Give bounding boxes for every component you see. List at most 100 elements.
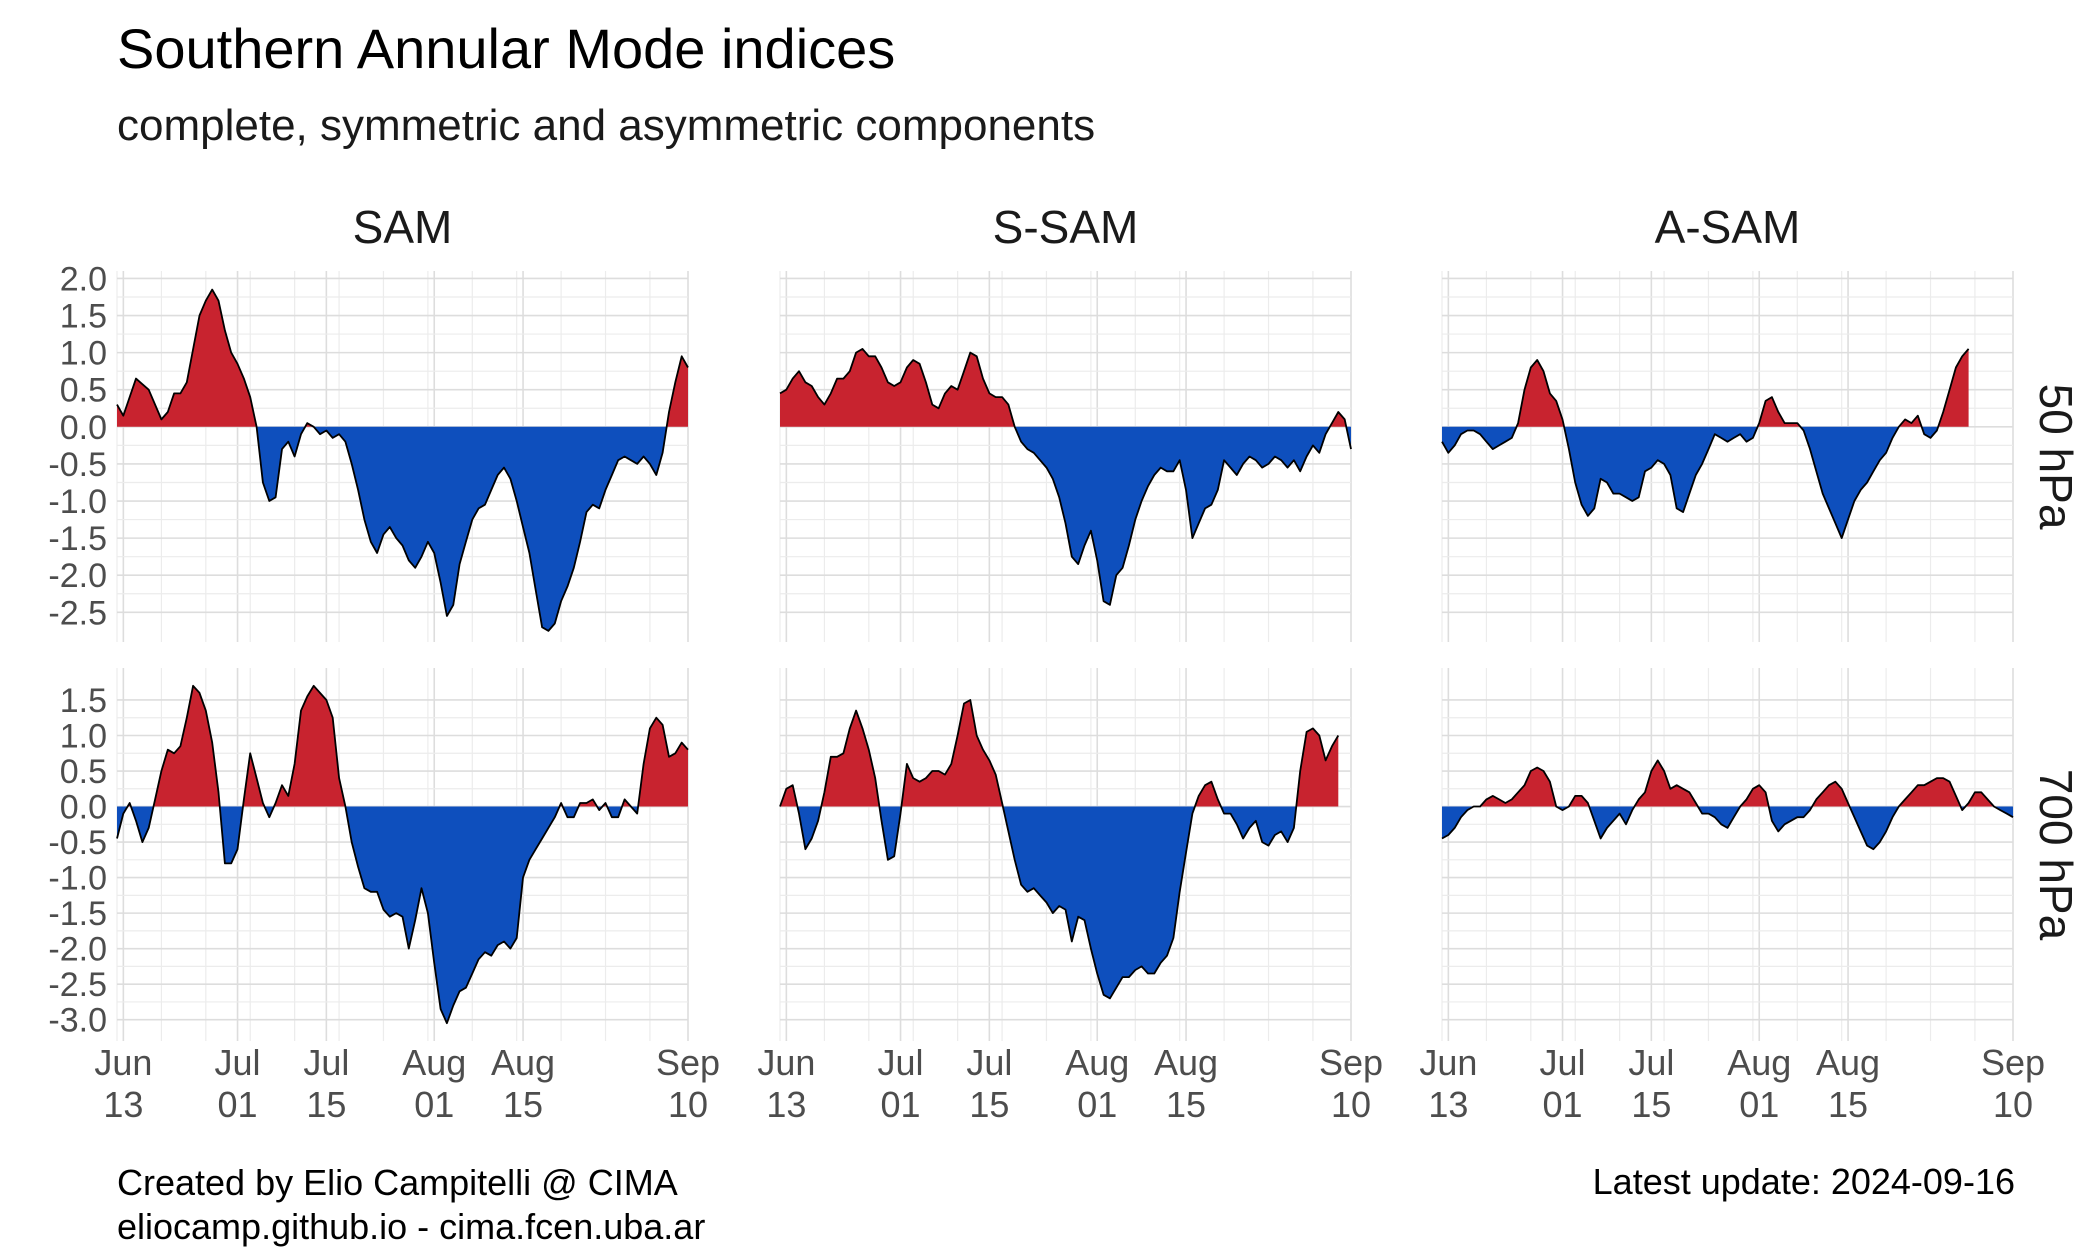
x-tick-label-month: Sep: [1981, 1042, 2045, 1083]
x-tick-label: Jun 13: [1419, 1042, 1477, 1125]
x-tick-label: Jun 13: [94, 1042, 152, 1125]
x-tick-label: Sep 10: [656, 1042, 720, 1125]
x-tick-label-month: Jun: [1419, 1042, 1477, 1083]
x-tick-label-day: 01: [881, 1084, 921, 1125]
caption-latest-update: Latest update: 2024-09-16: [1592, 1161, 2015, 1202]
positive-area: [780, 700, 1339, 807]
x-tick-label-day: 15: [969, 1084, 1009, 1125]
x-tick-label-month: Jul: [1540, 1042, 1586, 1083]
negative-area: [780, 426, 1351, 605]
facet-label-a-sam: A-SAM: [1655, 201, 1801, 253]
x-tick-label: Jul 15: [303, 1042, 349, 1125]
y-tick-label: -1.5: [48, 520, 107, 558]
negative-area: [1442, 426, 1969, 539]
positive-area: [117, 289, 688, 427]
y-tick-label: 0.5: [60, 753, 107, 791]
x-tick-label-day: 01: [1077, 1084, 1117, 1125]
negative-area: [117, 806, 688, 1024]
x-tick-label: Jul 01: [215, 1042, 261, 1125]
x-tick-label-month: Jun: [94, 1042, 152, 1083]
x-tick-label: Jul 01: [1540, 1042, 1586, 1125]
series-line: [116, 684, 689, 1025]
x-tick-label-day: 10: [668, 1084, 708, 1125]
x-tick-label: Aug 01: [402, 1042, 466, 1125]
x-tick-label-day: 10: [1331, 1084, 1371, 1125]
x-tick-label-day: 15: [1166, 1084, 1206, 1125]
x-tick-label-month: Jul: [215, 1042, 261, 1083]
x-tick-label: Jul 15: [1628, 1042, 1674, 1125]
x-tick-label: Jul 15: [966, 1042, 1012, 1125]
positive-area: [780, 348, 1351, 427]
x-tick-label-month: Jul: [303, 1042, 349, 1083]
caption-credits: Created by Elio Campitelli @ CIMA elioca…: [117, 1161, 705, 1249]
y-tick-label: -1.5: [48, 895, 107, 933]
y-tick-label: 1.0: [60, 335, 107, 373]
x-tick-label-month: Jun: [757, 1042, 815, 1083]
x-tick-label-day: 01: [1739, 1084, 1779, 1125]
x-tick-label-day: 15: [1828, 1084, 1868, 1125]
x-tick-label-day: 13: [103, 1084, 143, 1125]
panel-sam-50-hpa: 2.01.51.00.50.0-0.5-1.0-1.5-2.0-2.5: [48, 260, 689, 642]
x-tick-label-day: 01: [1543, 1084, 1583, 1125]
x-tick-label-day: 15: [503, 1084, 543, 1125]
y-tick-label: 2.0: [60, 260, 107, 298]
x-tick-label-month: Aug: [1154, 1042, 1218, 1083]
negative-area: [780, 806, 1339, 999]
facet-label-s-sam: S-SAM: [993, 201, 1139, 253]
x-tick-label-day: 01: [218, 1084, 258, 1125]
panel-a-sam-50-hpa: [1441, 271, 2014, 642]
x-tick-label-day: 13: [1428, 1084, 1468, 1125]
x-tick-label-month: Aug: [402, 1042, 466, 1083]
x-tick-label-month: Aug: [1065, 1042, 1129, 1083]
x-tick-label-month: Aug: [491, 1042, 555, 1083]
y-tick-label: -0.5: [48, 446, 107, 484]
chart-title: Southern Annular Mode indices: [117, 17, 896, 80]
y-tick-label: 1.5: [60, 682, 107, 720]
y-tick-label: 0.0: [60, 409, 107, 447]
x-tick-label: Jun 13: [757, 1042, 815, 1125]
series-line: [1441, 759, 2014, 851]
x-tick-label-month: Jul: [966, 1042, 1012, 1083]
series-line: [116, 288, 689, 632]
series-line: [779, 699, 1340, 1000]
x-tick-label-month: Jul: [1628, 1042, 1674, 1083]
negative-area: [117, 426, 688, 631]
panel-s-sam-50-hpa: [779, 271, 1352, 642]
positive-area: [117, 685, 688, 807]
y-tick-label: -1.0: [48, 483, 107, 521]
x-tick-label: Sep 10: [1319, 1042, 1383, 1125]
x-tick-label: Sep 10: [1981, 1042, 2045, 1125]
caption-credits-line2: eliocamp.github.io - cima.fcen.uba.ar: [117, 1206, 706, 1247]
x-tick-label: Aug 15: [491, 1042, 555, 1125]
series-line: [1441, 348, 1970, 539]
y-tick-label: -2.0: [48, 557, 107, 595]
y-tick-label: 1.5: [60, 298, 107, 336]
x-tick-label-month: Jul: [878, 1042, 924, 1083]
positive-area: [1442, 760, 2013, 807]
x-tick-label-month: Sep: [656, 1042, 720, 1083]
x-tick-label: Aug 01: [1727, 1042, 1791, 1125]
y-tick-label: -2.5: [48, 594, 107, 632]
x-tick-label-day: 15: [1631, 1084, 1671, 1125]
x-tick-label: Jul 01: [878, 1042, 924, 1125]
y-tick-label: -1.0: [48, 860, 107, 898]
y-tick-label: -2.0: [48, 931, 107, 969]
y-tick-label: -3.0: [48, 1002, 107, 1040]
series-line: [779, 348, 1352, 606]
y-tick-label: -0.5: [48, 824, 107, 862]
y-tick-label: 0.0: [60, 789, 107, 827]
x-tick-label: Aug 01: [1065, 1042, 1129, 1125]
x-tick-label-day: 10: [1993, 1084, 2033, 1125]
x-tick-label-day: 15: [306, 1084, 346, 1125]
y-tick-label: -2.5: [48, 966, 107, 1004]
caption-credits-line1: Created by Elio Campitelli @ CIMA: [117, 1162, 678, 1203]
positive-area: [1442, 348, 1969, 427]
x-tick-label-month: Aug: [1816, 1042, 1880, 1083]
x-tick-label-day: 01: [414, 1084, 454, 1125]
y-tick-label: 0.5: [60, 372, 107, 410]
facet-label-50-hpa: 50 hPa: [2030, 384, 2082, 530]
